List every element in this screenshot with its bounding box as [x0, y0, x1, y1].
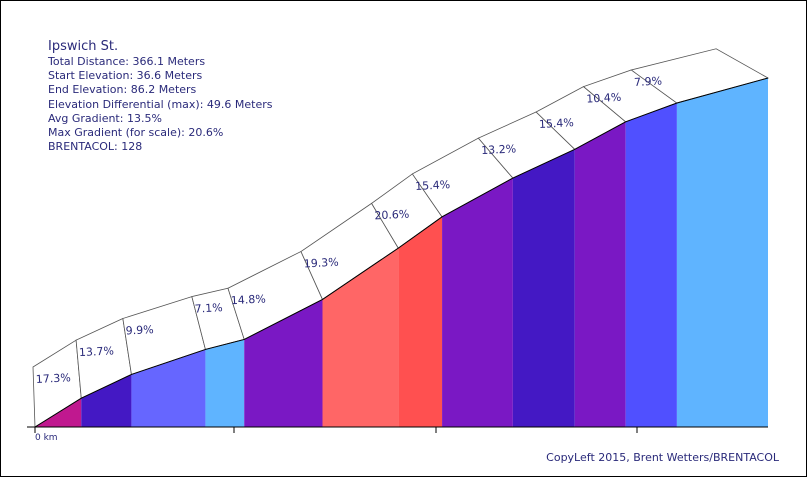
- segment-fill-11: [676, 78, 768, 427]
- info-start-elevation: Start Elevation: 36.6 Meters: [48, 69, 203, 83]
- segment-fill-1: [81, 374, 132, 427]
- info-max-gradient: Max Gradient (for scale): 20.6%: [48, 126, 224, 140]
- segment-fill-10: [625, 103, 677, 428]
- segment-fill-5: [322, 248, 399, 427]
- gradient-label-5: 19.3%: [303, 256, 339, 271]
- copyright-text: CopyLeft 2015, Brent Wetters/BRENTACOL: [546, 451, 779, 464]
- segment-fill-6: [398, 216, 443, 427]
- gradient-label-7: 15.4%: [415, 178, 451, 193]
- x-tick-label: 0 km: [35, 433, 58, 443]
- gradient-label-4: 14.8%: [230, 292, 266, 307]
- info-avg-gradient: Avg Gradient: 13.5%: [48, 111, 162, 125]
- gradient-label-2: 9.9%: [125, 323, 154, 337]
- segment-fill-7: [442, 178, 513, 427]
- gradient-label-11: 7.9%: [634, 75, 663, 89]
- gradient-label-6: 20.6%: [374, 208, 410, 223]
- info-total-distance: Total Distance: 366.1 Meters: [48, 55, 206, 68]
- segment-fill-4: [244, 299, 323, 427]
- gradient-label-10: 10.4%: [586, 91, 622, 106]
- gradient-label-0: 17.3%: [35, 371, 71, 386]
- segment-fill-3: [205, 339, 245, 427]
- chart-title: Ipswich St.: [48, 39, 119, 54]
- info-brentacol: BRENTACOL: 128: [48, 140, 143, 154]
- gradient-label-9: 15.4%: [539, 116, 575, 131]
- segment-fill-9: [574, 121, 626, 427]
- info-box: Ipswich St. Total Distance: 366.1 Meters…: [48, 38, 272, 154]
- gradient-label-3: 7.1%: [194, 301, 223, 315]
- gradient-label-1: 13.7%: [79, 344, 115, 359]
- gradient-label-8: 13.2%: [481, 142, 517, 157]
- segment-fill-2: [131, 349, 206, 427]
- profile-line: [34, 77, 769, 428]
- info-end-elevation: End Elevation: 86.2 Meters: [48, 83, 197, 97]
- info-elevation-differential: Elevation Differential (max): 49.6 Meter…: [48, 97, 273, 111]
- segment-fill-8: [512, 149, 575, 427]
